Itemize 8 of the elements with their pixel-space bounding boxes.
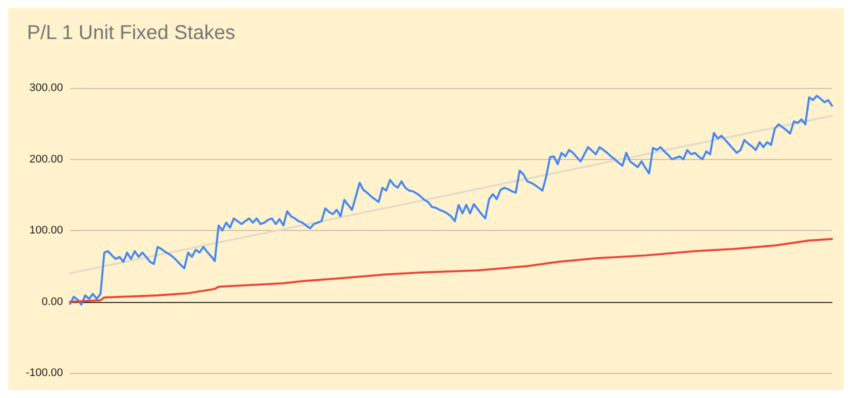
chart-title: P/L 1 Unit Fixed Stakes [27, 22, 236, 44]
y-tick-label: 0.00 [42, 296, 63, 308]
line-series [69, 94, 833, 306]
y-tick-label: 200.00 [29, 153, 63, 166]
y-tick-label: 300.00 [29, 82, 63, 94]
y-tick-label: -100.00 [26, 367, 63, 379]
line-series [69, 238, 833, 303]
y-tick-label: 100.00 [29, 224, 63, 236]
